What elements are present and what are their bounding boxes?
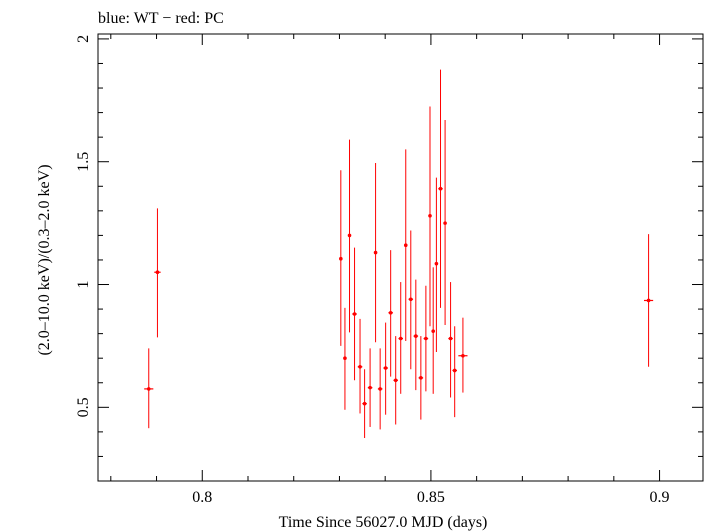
point-marker (646, 298, 651, 303)
point-marker (428, 213, 432, 218)
point-marker (388, 310, 393, 315)
data-point (438, 69, 443, 308)
point-marker (393, 378, 398, 383)
data-point (434, 177, 439, 353)
point-marker (347, 233, 352, 238)
data-point (383, 322, 388, 415)
data-point (357, 318, 363, 414)
point-marker (452, 368, 457, 373)
point-marker (403, 243, 408, 248)
x-tick-label: 0.8 (192, 489, 212, 506)
point-marker (414, 334, 418, 338)
x-tick-label: 0.85 (417, 489, 445, 506)
y-tick-label: 1 (75, 281, 92, 289)
data-point (408, 230, 414, 370)
point-marker (352, 312, 357, 316)
data-point (352, 247, 357, 381)
point-marker (358, 364, 362, 369)
axis-ticks (98, 34, 703, 482)
data-point (373, 162, 378, 343)
data-point (428, 106, 432, 327)
point-marker (448, 336, 453, 341)
y-tick-label: 2 (75, 35, 92, 43)
x-tick-label: 0.9 (650, 489, 670, 506)
data-point (388, 250, 393, 377)
y-tick-label: 1.5 (75, 152, 92, 172)
y-tick-label: 0.5 (75, 397, 92, 417)
data-point (362, 369, 367, 439)
point-marker (146, 387, 151, 391)
data-point (443, 119, 447, 326)
point-marker (424, 336, 428, 341)
data-point (343, 307, 347, 410)
point-marker (438, 186, 443, 191)
point-marker (343, 356, 347, 360)
data-point (367, 348, 373, 427)
data-point (418, 336, 424, 420)
data-point (423, 285, 429, 392)
point-marker (155, 270, 160, 275)
point-marker (419, 376, 423, 380)
point-marker (339, 256, 343, 261)
point-marker (368, 385, 372, 390)
data-points (144, 69, 654, 439)
point-marker (398, 336, 403, 341)
y-axis-label: (2.0–10.0 keV)/(0.3–2.0 keV) (36, 164, 53, 355)
point-marker (408, 297, 413, 302)
data-point (393, 336, 398, 425)
point-marker (431, 329, 435, 333)
plot-frame (97, 33, 704, 482)
data-point (431, 267, 435, 394)
data-point (458, 317, 468, 393)
point-marker (383, 366, 388, 370)
data-point (377, 348, 383, 430)
data-point (448, 282, 453, 398)
point-marker (362, 401, 367, 406)
data-point (452, 326, 457, 418)
chart-title: blue: WT − red: PC (98, 10, 224, 27)
point-marker (443, 221, 447, 225)
x-axis-label: Time Since 56027.0 MJD (days) (279, 514, 488, 531)
data-point (398, 282, 404, 394)
axis-tick-labels: 0.8 0.85 0.9 0.5 1 1.5 2 (75, 35, 670, 506)
point-marker (461, 353, 465, 358)
data-point (339, 170, 343, 346)
data-point (644, 234, 654, 367)
data-point (144, 348, 154, 429)
point-marker (373, 250, 378, 255)
data-point (413, 279, 419, 391)
data-point (403, 149, 408, 342)
point-marker (434, 261, 439, 266)
point-marker (378, 387, 382, 391)
data-point (347, 139, 352, 333)
data-point (154, 208, 161, 338)
